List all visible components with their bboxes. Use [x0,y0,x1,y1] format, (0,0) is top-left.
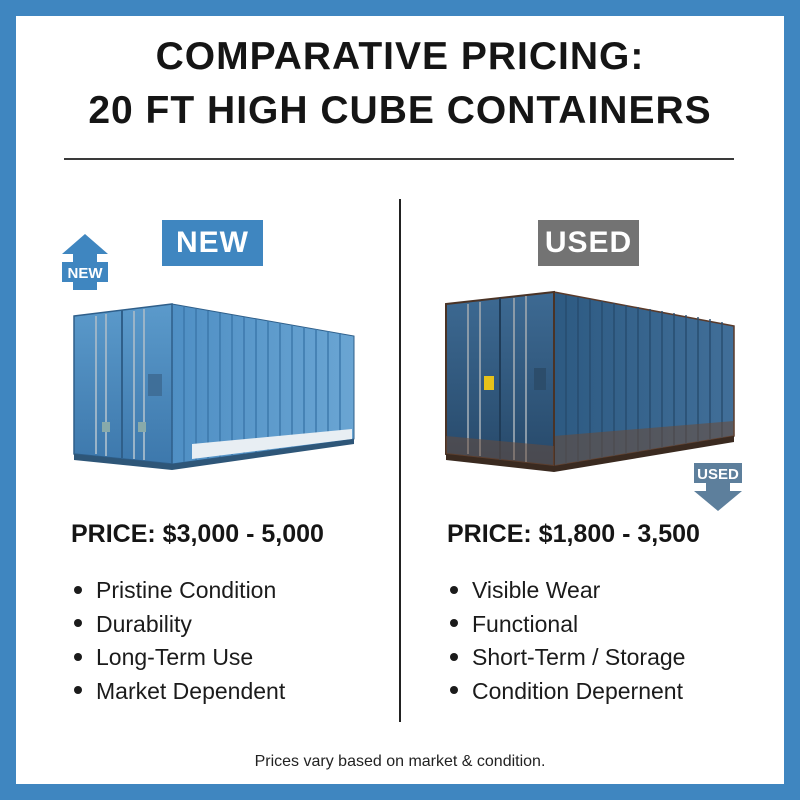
up-arrow-icon: NEW [62,234,108,290]
list-item: Visible Wear [450,574,685,608]
list-item: Market Dependent [74,675,285,709]
list-item: Functional [450,608,685,642]
bullet-icon [74,619,82,628]
new-feature-list: Pristine Condition Durability Long-Term … [74,574,285,708]
new-badge: NEW [162,220,263,266]
new-price: PRICE: $3,000 - 5,000 [71,520,324,548]
down-arrow-icon: USED [694,463,742,511]
title-line-2: 20 FT HIGH CUBE CONTAINERS [88,89,712,132]
bullet-icon [450,619,458,628]
footer-note: Prices vary based on market & condition. [254,753,546,770]
used-container-image [445,290,735,472]
list-item: Pristine Condition [74,574,285,608]
list-item: Durability [74,608,285,642]
column-divider [399,199,401,722]
new-container-image [73,303,355,470]
title-divider [64,158,734,160]
bullet-icon [450,686,458,695]
list-item: Long-Term Use [74,641,285,675]
used-arrow-label: USED [697,466,739,483]
bullet-icon [450,585,458,594]
list-item: Condition Depernent [450,675,685,709]
infographic-card: COMPARATIVE PRICING: 20 FT HIGH CUBE CON… [16,16,784,784]
bullet-icon [74,585,82,594]
new-arrow-label: NEW [68,265,104,282]
bullet-icon [74,652,82,661]
list-item: Short-Term / Storage [450,641,685,675]
used-price: PRICE: $1,800 - 3,500 [447,520,700,548]
used-feature-list: Visible Wear Functional Short-Term / Sto… [450,574,685,708]
used-badge: USED [538,220,639,266]
bullet-icon [74,686,82,695]
title-line-1: COMPARATIVE PRICING: [155,35,645,78]
bullet-icon [450,652,458,661]
